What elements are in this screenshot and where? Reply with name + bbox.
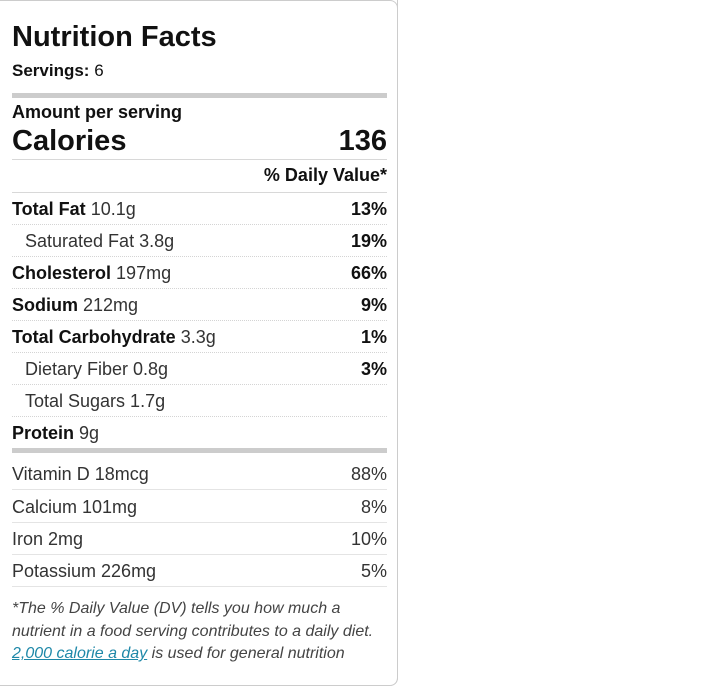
footnote-line-3: is used for general nutrition [147, 645, 345, 662]
amount-per-serving: Amount per serving [12, 102, 183, 122]
thick-divider [12, 448, 387, 453]
calorie-link[interactable]: 2,000 calorie a day [12, 645, 148, 662]
footnote-line-2: nutrient in a food serving contributes t… [12, 622, 374, 640]
vitamin-name: Iron 2mg [12, 529, 84, 549]
nutrient-amount: Total Sugars 1.7g [25, 391, 166, 411]
vitamin-row-calcium: Calcium 101mg 8% [12, 491, 387, 523]
daily-value-footnote: *The % Daily Value (DV) tells you how mu… [12, 598, 387, 666]
nutrient-dv: 9% [360, 295, 387, 315]
servings-value: 6 [94, 61, 104, 80]
nutrient-amount: 9g [79, 423, 100, 443]
nutrient-dv: 19% [350, 231, 387, 251]
nutrient-amount: 10.1g [90, 199, 136, 219]
nutrient-amount: 197mg [116, 263, 172, 283]
vitamin-row-potassium: Potassium 226mg 5% [12, 555, 387, 587]
servings-label: Servings: [12, 61, 90, 80]
nutrient-amount: 3.3g [180, 327, 216, 347]
nutrient-row-cholesterol: Cholesterol 197mg 66% [12, 257, 387, 289]
thick-divider [12, 93, 387, 98]
nutrient-dv: 13% [350, 199, 387, 219]
nutrient-dv: 66% [350, 263, 387, 283]
nutrient-amount: Dietary Fiber 0.8g [25, 359, 169, 379]
vitamin-row-iron: Iron 2mg 10% [12, 523, 387, 555]
footnote-line-1: *The % Daily Value (DV) tells you how mu… [12, 600, 341, 617]
vitamin-dv: 10% [350, 529, 387, 549]
nutrient-name: Sodium [12, 295, 78, 315]
calories-value: 136 [338, 125, 387, 157]
nutrient-name: Total Fat [12, 199, 86, 219]
nutrient-row-total-fat: Total Fat 10.1g 13% [12, 193, 387, 225]
vitamin-dv: 5% [360, 561, 387, 581]
nutrient-row-protein: Protein 9g [12, 417, 387, 449]
nutrient-row-saturated-fat: Saturated Fat 3.8g 19% [12, 225, 387, 257]
nutrient-dv: 3% [360, 359, 387, 379]
nutrient-amount: 212mg [83, 295, 139, 315]
nutrient-amount: Saturated Fat 3.8g [25, 231, 175, 251]
nutrition-title: Nutrition Facts [12, 21, 217, 53]
vitamin-dv: 8% [360, 497, 387, 517]
daily-value-header: % Daily Value* [263, 165, 387, 185]
nutrient-row-dietary-fiber: Dietary Fiber 0.8g 3% [12, 353, 387, 385]
vitamin-name: Calcium 101mg [12, 497, 138, 517]
nutrient-name: Cholesterol [12, 263, 112, 283]
vitamin-name: Vitamin D 18mcg [12, 464, 149, 484]
nutrient-name: Protein [12, 423, 75, 443]
calories-label: Calories [12, 125, 127, 157]
nutrient-row-sodium: Sodium 212mg 9% [12, 289, 387, 321]
vitamin-dv: 88% [350, 464, 387, 484]
vitamin-name: Potassium 226mg [12, 561, 157, 581]
nutrient-row-total-sugars: Total Sugars 1.7g [12, 385, 387, 417]
servings: Servings: 6 [12, 61, 104, 81]
vitamin-row-vitamin-d: Vitamin D 18mcg 88% [12, 458, 387, 490]
nutrient-dv: 1% [360, 327, 387, 347]
divider [12, 159, 387, 160]
nutrient-name: Total Carbohydrate [12, 327, 176, 347]
divider [12, 192, 387, 193]
nutrition-panel-border [0, 0, 398, 686]
nutrient-row-total-carbohydrate: Total Carbohydrate 3.3g 1% [12, 321, 387, 353]
